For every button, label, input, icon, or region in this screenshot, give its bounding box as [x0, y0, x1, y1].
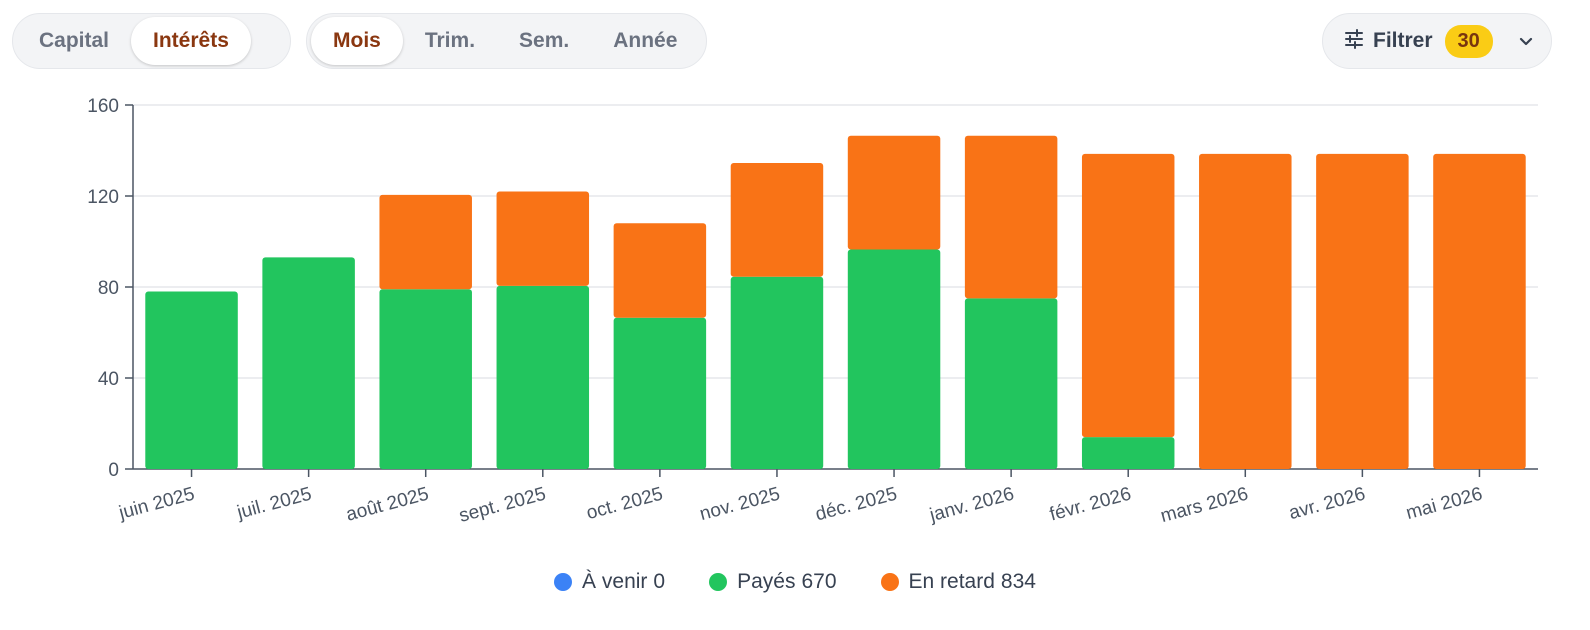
- y-tick-label: 80: [98, 278, 119, 299]
- filter-button[interactable]: Filtrer 30: [1322, 13, 1552, 69]
- x-tick-label: juin 2025: [116, 484, 197, 525]
- bar-late-9: [1199, 153, 1292, 469]
- legend-label-late: En retard: [908, 570, 995, 593]
- bar-paid-8: [1081, 437, 1175, 469]
- bar-late-11: [1433, 153, 1526, 469]
- bar-paid-4: [613, 317, 707, 469]
- bar-late-7: [964, 135, 1058, 299]
- legend-item-late[interactable]: En retard 834: [880, 570, 1036, 594]
- y-tick-label: 0: [108, 460, 119, 481]
- bar-paid-5: [730, 276, 824, 469]
- bar-late-3: [496, 191, 590, 286]
- bar-late-8: [1081, 153, 1175, 438]
- legend-total-paid: 670: [801, 570, 837, 593]
- x-tick-label: mai 2026: [1404, 484, 1485, 525]
- y-tick-label: 120: [87, 187, 119, 208]
- legend-total-late: 834: [1000, 570, 1036, 593]
- filter-label: Filtrer: [1373, 29, 1433, 52]
- legend-swatch-upcoming: [554, 573, 573, 591]
- tab-interets[interactable]: Intérêts: [131, 17, 251, 65]
- x-tick-label: févr. 2026: [1047, 484, 1133, 526]
- tab-trim[interactable]: Trim.: [424, 29, 476, 52]
- bar-paid-3: [496, 285, 590, 469]
- x-tick-label: janv. 2026: [927, 484, 1017, 527]
- bar-late-4: [613, 223, 707, 318]
- x-tick-label: oct. 2025: [584, 484, 665, 525]
- sliders-icon: [1343, 28, 1365, 55]
- chart-legend: À venir 0 Payés 670 En retard 834: [0, 570, 1590, 594]
- x-tick-label: avr. 2026: [1287, 484, 1368, 525]
- bar-paid-0: [145, 291, 238, 469]
- stacked-bar-chart: 0 40 80 120 160 juin 2025 juil. 2025 août 2025 s…: [87, 96, 1538, 528]
- legend-total-upcoming: 0: [653, 570, 666, 593]
- legend-swatch-late: [880, 573, 899, 591]
- y-tick-label: 40: [98, 369, 119, 390]
- tab-sem[interactable]: Sem.: [519, 29, 570, 52]
- chevron-down-icon: [1517, 32, 1535, 50]
- bar-paid-7: [964, 298, 1058, 469]
- legend-item-upcoming[interactable]: À venir 0: [554, 570, 665, 594]
- period-toggle: Mois Trim. Sem. Année: [306, 13, 707, 69]
- x-tick-label: juil. 2025: [234, 484, 314, 524]
- x-tick-label: sept. 2025: [457, 484, 548, 527]
- metric-toggle: Capital Intérêts: [12, 13, 291, 69]
- bar-paid-2: [379, 289, 472, 469]
- filter-count-badge: 30: [1444, 24, 1493, 58]
- tab-annee[interactable]: Année: [613, 29, 678, 52]
- bar-late-6: [847, 135, 941, 250]
- bar-late-2: [379, 194, 472, 290]
- x-tick-label: nov. 2025: [698, 484, 783, 526]
- y-tick-label: 160: [87, 96, 119, 117]
- legend-item-paid[interactable]: Payés 670: [709, 570, 837, 594]
- bar-late-10: [1316, 153, 1409, 469]
- legend-label-upcoming: À venir: [582, 570, 648, 593]
- bar-paid-6: [847, 249, 941, 469]
- x-tick-label: déc. 2025: [813, 484, 899, 526]
- tab-mois[interactable]: Mois: [311, 17, 403, 65]
- bar-paid-1: [262, 257, 355, 469]
- x-tick-label: août 2025: [344, 484, 431, 526]
- legend-label-paid: Payés: [737, 570, 796, 593]
- bar-late-5: [730, 163, 824, 277]
- x-tick-label: mars 2026: [1158, 484, 1250, 528]
- tab-capital[interactable]: Capital: [39, 29, 110, 52]
- legend-swatch-paid: [709, 573, 728, 591]
